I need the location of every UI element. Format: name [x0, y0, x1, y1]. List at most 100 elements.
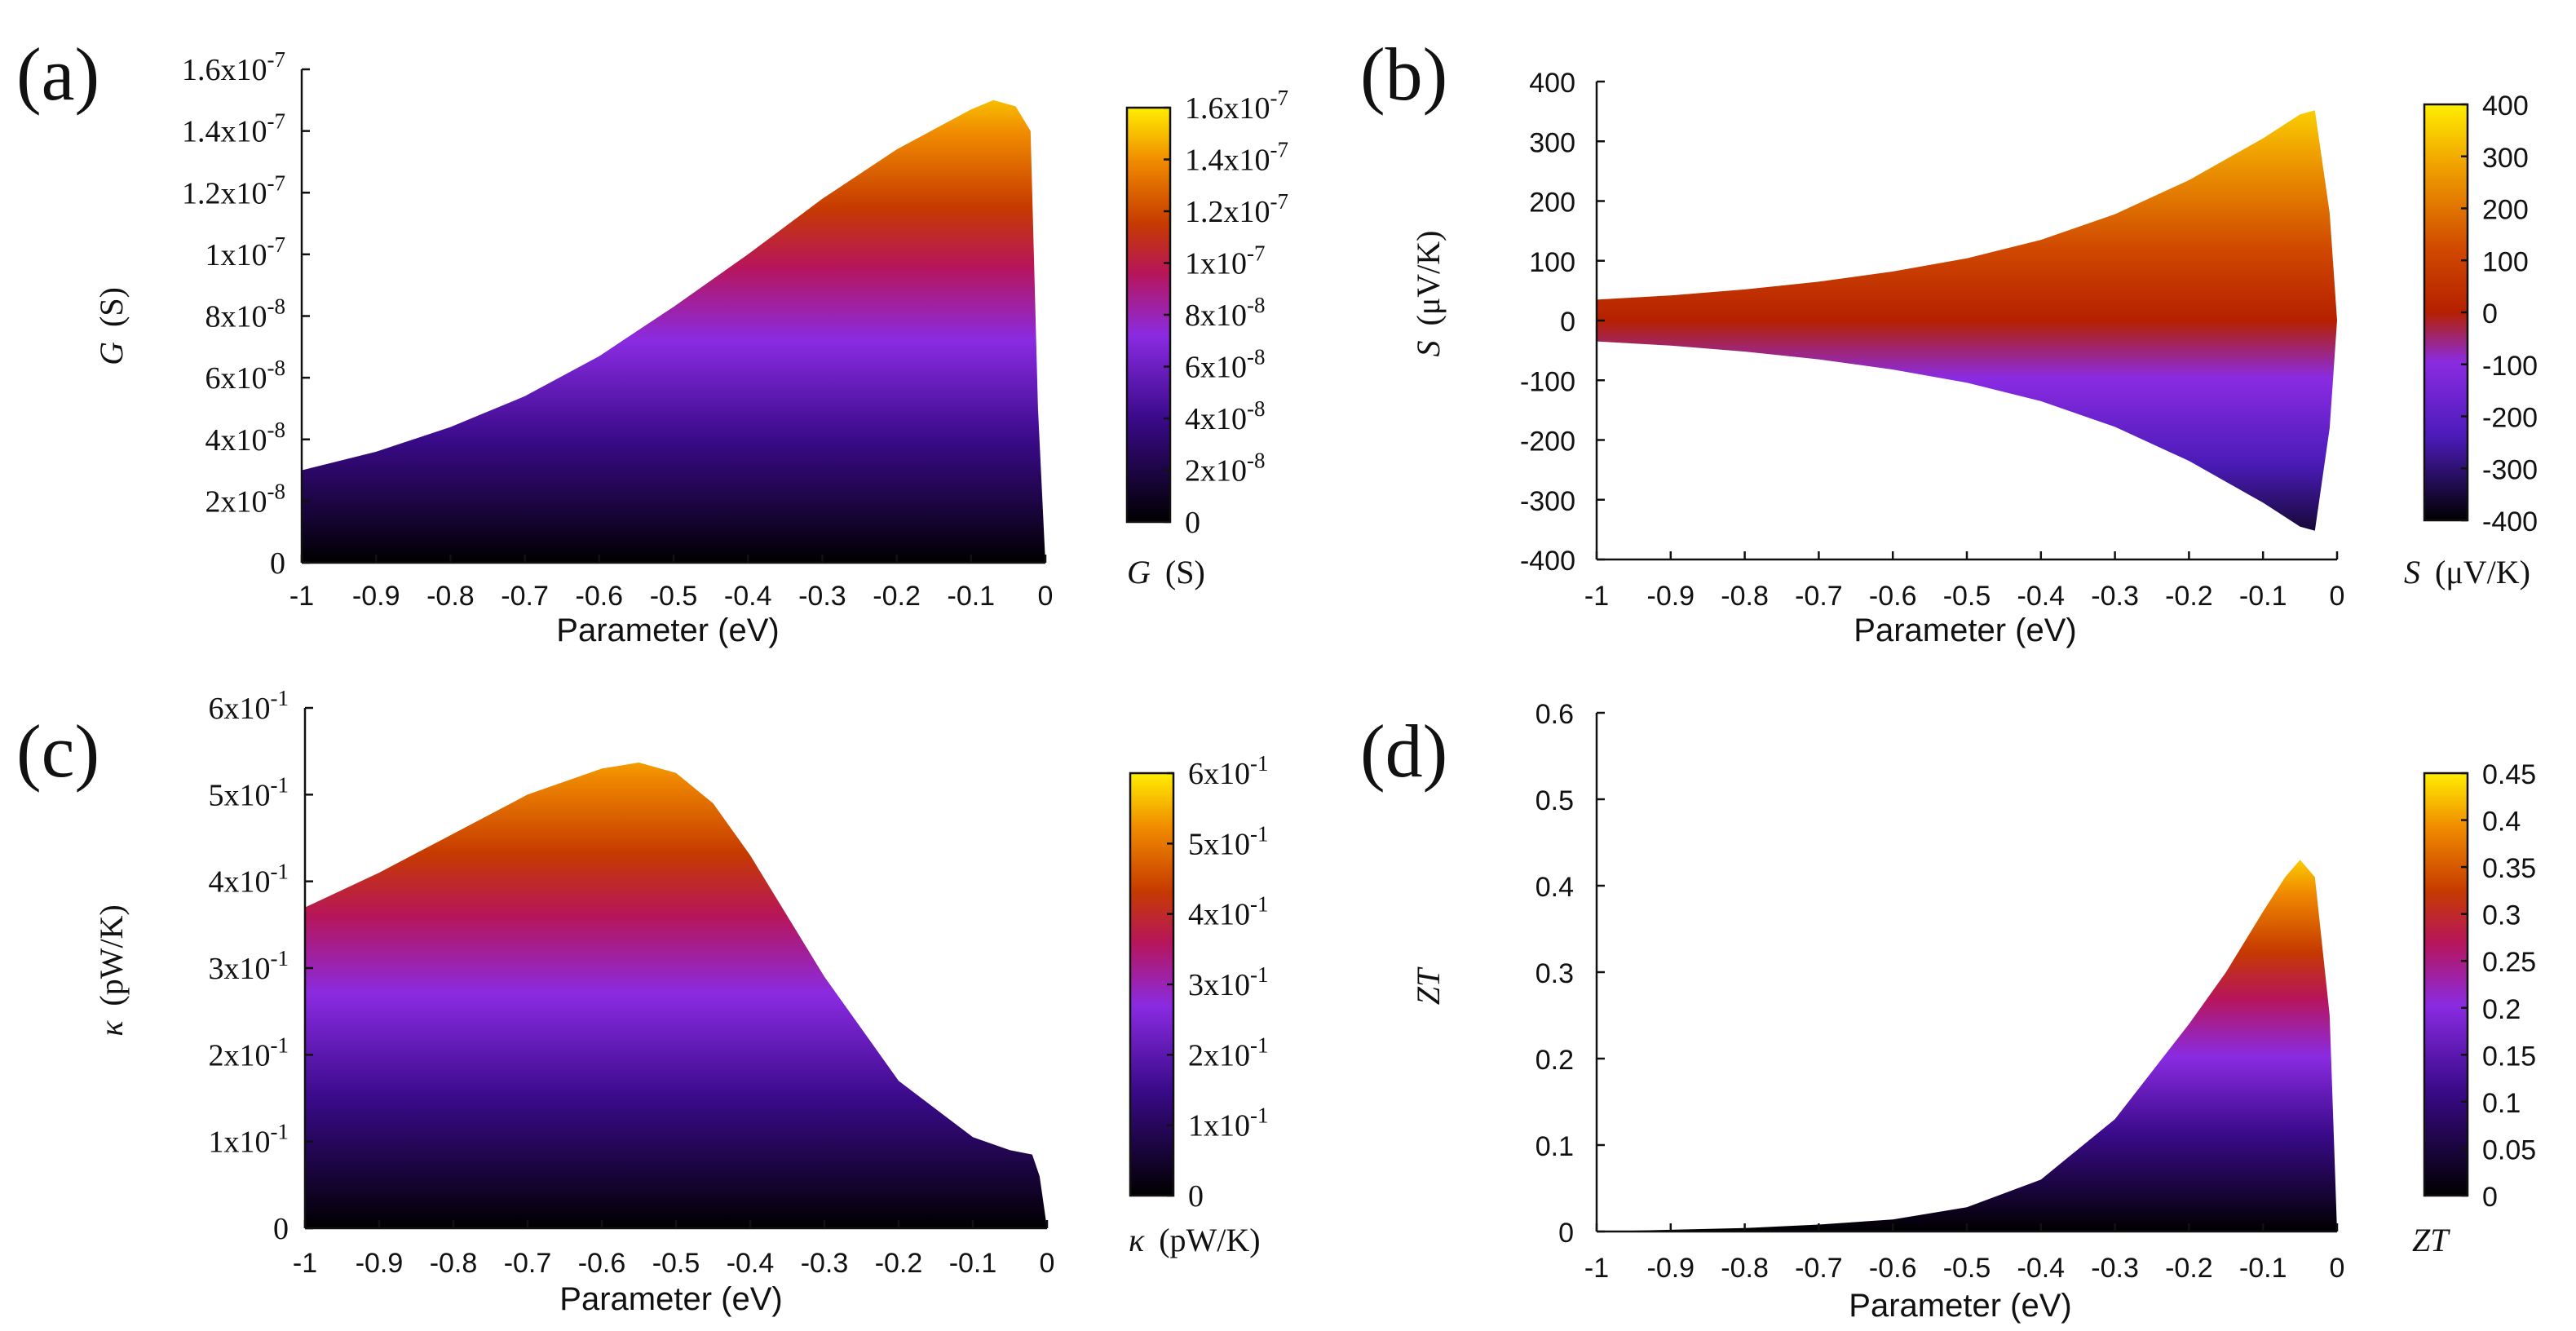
- panel-b-xlabel: Parameter (eV): [1854, 612, 2076, 648]
- panel-c-ylabel-unit: (pW/K): [93, 904, 130, 1006]
- panel-d-colorbar-frame: [2423, 772, 2469, 1197]
- panel-d-xtick-label: -0.7: [1795, 1253, 1843, 1284]
- panel-b-ylabel-unit: (μV/K): [1410, 231, 1447, 326]
- panel-a-xtick-label: -0.7: [501, 581, 549, 612]
- panel-a-xtick-label: -0.2: [873, 581, 921, 612]
- panel-b-ylabel-symbol: S: [1410, 340, 1447, 356]
- panel-b-xticks: -1 -0.9 -0.8 -0.7 -0.6 -0.5 -0.4 -0.3 -0.2 -0.1 0: [1584, 551, 2344, 612]
- panel-b-cb-tick-label: -200: [2482, 403, 2538, 434]
- panel-d-xtick-label: -1: [1584, 1253, 1609, 1284]
- panel-c-yticks: 0 1x10-1 2x10-1 3x10-1 4x10-1 5x10-1 6x10-1: [209, 686, 313, 1246]
- panel-c: (c) -1 -0.9 -0.8 -0.7 -0.6 -0.5 -0.4 -0.3 -0.2 -0…: [16, 686, 1269, 1317]
- panel-c-xtick-label: -0.3: [801, 1248, 849, 1279]
- panel-c-ytick-label: 0: [273, 1212, 289, 1246]
- panel-a-letter: (a): [16, 33, 99, 116]
- panel-d-ytick-label: 0: [1558, 1218, 1574, 1249]
- panel-c-cb-tick-label: 4x10-1: [1188, 892, 1269, 932]
- panel-d-cb-tick-label: 0.3: [2482, 900, 2521, 931]
- panel-d-xtick-label: -0.4: [2017, 1253, 2066, 1284]
- panel-c-cb-tick-label: 2x10-1: [1188, 1033, 1269, 1072]
- panel-a-colorbar: [1127, 108, 1170, 522]
- panel-a-cb-symbol: G: [1127, 554, 1151, 590]
- panel-a-ylabel-unit: (S): [93, 287, 130, 327]
- panel-c-xtick-label: -0.6: [578, 1248, 626, 1279]
- panel-b-cb-tick-label: 300: [2482, 143, 2529, 174]
- panel-d-letter: (d): [1360, 710, 1447, 793]
- panel-a-cb-tick-label: 8x10-8: [1185, 293, 1266, 333]
- panel-d-cb-tick-label: 0.45: [2482, 759, 2536, 790]
- panel-d-area: [1597, 860, 2337, 1232]
- panel-b-cb-symbol: S: [2404, 554, 2420, 590]
- panel-b-ytick-label: -100: [1520, 366, 1575, 397]
- panel-c-cb-unit: (pW/K): [1159, 1222, 1260, 1258]
- panel-b-cb-tick-label: -100: [2482, 351, 2538, 382]
- panel-d-cb-tick-label: 0.15: [2482, 1041, 2536, 1072]
- panel-a-colorbar-label: G (S): [1127, 554, 1205, 590]
- panel-c-xtick-label: -0.5: [652, 1248, 700, 1279]
- panel-c-xtick-label: -1: [293, 1248, 317, 1279]
- panel-d-xticks: -1 -0.9 -0.8 -0.7 -0.6 -0.5 -0.4 -0.3 -0.2 -0.1 0: [1584, 1223, 2345, 1284]
- panel-b-ytick-label: 100: [1529, 247, 1575, 278]
- panel-b-xtick-label: -0.7: [1795, 581, 1843, 612]
- panel-a-ylabel: G (S): [93, 287, 130, 365]
- panel-c-ytick-label: 3x10-1: [209, 946, 289, 986]
- panel-a-cb-tick-label: 2x10-8: [1185, 449, 1266, 489]
- panel-c-ytick-label: 4x10-1: [209, 860, 289, 900]
- panel-b-ylabel: S (μV/K): [1410, 231, 1447, 357]
- panel-d-cb-tick-label: 0.05: [2482, 1134, 2536, 1165]
- panel-b-ytick-label: 300: [1529, 127, 1575, 158]
- panel-a-ytick-label: 6x10-8: [205, 356, 286, 396]
- panel-d-xtick-label: -0.2: [2165, 1253, 2213, 1284]
- panel-b-ytick-label: 200: [1529, 188, 1575, 219]
- panel-b-cb-tick-label: -400: [2482, 506, 2538, 537]
- panel-a-cb-tick-label: 6x10-8: [1185, 345, 1266, 385]
- panel-b: (b) -1 -0.9 -0.8 -0.7 -0.6 -0.5 -0.4 -0.3 -0.2 -0…: [1360, 33, 2538, 648]
- panel-d-xtick-label: 0: [2330, 1253, 2345, 1284]
- panel-b-xtick-label: -1: [1584, 581, 1609, 612]
- panel-b-cb-tick-label: 0: [2482, 298, 2498, 329]
- panel-b-cb-tick-label: -300: [2482, 454, 2538, 485]
- panel-b-xtick-label: -0.6: [1869, 581, 1917, 612]
- panel-d-ylabel-symbol: ZT: [1410, 966, 1447, 1005]
- panel-d-xtick-label: -0.8: [1721, 1253, 1769, 1284]
- panel-b-cb-unit: (μV/K): [2435, 554, 2530, 590]
- panel-b-yticks: -400 -300 -200 -100 0 100 200 300 400: [1520, 68, 1605, 577]
- panel-c-xtick-label: -0.7: [504, 1248, 552, 1279]
- panel-b-ytick-label: -400: [1520, 546, 1575, 577]
- panel-d-ytick-label: 0.4: [1535, 872, 1574, 903]
- panel-b-area: [1597, 110, 2337, 531]
- panel-a-cb-tick-label: 1.2x10-7: [1185, 189, 1288, 229]
- panel-d-xtick-label: -0.5: [1943, 1253, 1991, 1284]
- panel-d-ytick-label: 0.6: [1535, 699, 1574, 730]
- panel-a-xtick-label: 0: [1038, 581, 1054, 612]
- panel-c-ytick-label: 1x10-1: [209, 1120, 289, 1160]
- panel-c-cb-tick-label: 0: [1188, 1179, 1204, 1214]
- panel-b-xtick-label: -0.8: [1721, 581, 1769, 612]
- panel-a: (a) -1 -0.9 -0.8 -0.7 -0.6 -0.5 -0.4 -0.3 -0.2 -0…: [16, 33, 1288, 648]
- panel-d-cb-symbol: ZT: [2412, 1222, 2450, 1258]
- panel-b-colorbar-ticks: -400 -300 -200 -100 0 100 200 300 400: [2461, 91, 2538, 537]
- panel-b-cb-tick-label: 400: [2482, 91, 2529, 122]
- panel-b-xtick-label: -0.4: [2017, 581, 2066, 612]
- panel-c-ytick-label: 5x10-1: [209, 772, 289, 812]
- panel-a-xtick-label: -0.8: [426, 581, 475, 612]
- panel-d-cb-tick-label: 0.35: [2482, 853, 2536, 884]
- panel-a-xtick-label: -0.9: [352, 581, 400, 612]
- panel-b-ytick-label: 400: [1529, 68, 1575, 99]
- panel-d-cb-tick-label: 0.25: [2482, 947, 2536, 978]
- panel-d-cb-tick-label: 0.1: [2482, 1088, 2521, 1119]
- panel-c-xlabel: Parameter (eV): [559, 1281, 782, 1317]
- panel-a-area: [302, 99, 1045, 564]
- panel-d-cb-tick-label: 0.2: [2482, 994, 2521, 1025]
- panel-a-cb-tick-label: 1x10-7: [1185, 241, 1266, 281]
- panel-a-xticks: -1 -0.9 -0.8 -0.7 -0.6 -0.5 -0.4 -0.3 -0.2 -0.1 0: [289, 555, 1054, 612]
- panel-a-cb-tick-label: 0: [1185, 506, 1200, 540]
- panel-a-yticks: 0 2x10-8 4x10-8 6x10-8 8x10-8 1x10-7 1.2x10-7 1…: [182, 47, 310, 581]
- panel-a-ytick-label: 1.2x10-7: [182, 170, 285, 210]
- panel-d-ytick-label: 0.3: [1535, 958, 1574, 989]
- panel-b-letter: (b): [1360, 33, 1447, 116]
- panel-a-cb-tick-label: 1.4x10-7: [1185, 138, 1288, 178]
- panel-c-cb-tick-label: 3x10-1: [1188, 962, 1269, 1002]
- panel-d-cb-tick-label: 0: [2482, 1182, 2498, 1213]
- panel-d-yticks: 0 0.1 0.2 0.3 0.4 0.5 0.6: [1535, 699, 1605, 1249]
